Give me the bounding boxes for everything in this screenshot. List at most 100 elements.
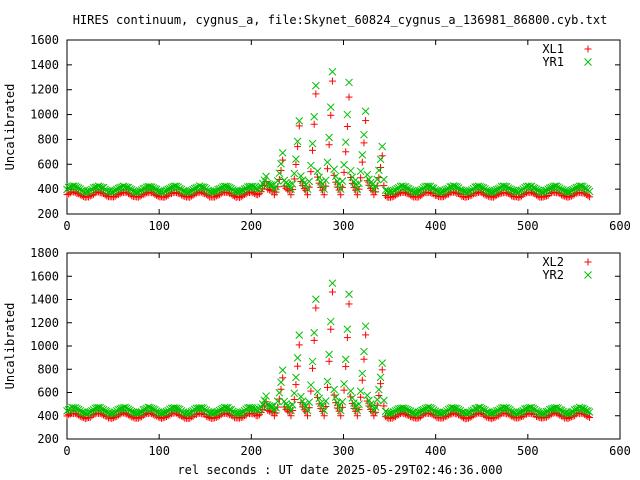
y-tick-label: 400 bbox=[37, 409, 59, 423]
data-point-yr1 bbox=[371, 182, 380, 190]
data-point-yr1 bbox=[320, 185, 328, 193]
data-point-yr1 bbox=[310, 112, 319, 121]
data-point-yr2 bbox=[378, 359, 387, 367]
x-tick-label: 400 bbox=[425, 444, 447, 458]
data-point-yr2 bbox=[302, 402, 310, 411]
data-point-yr1 bbox=[499, 182, 508, 191]
data-point-yr1 bbox=[328, 67, 337, 76]
data-point-yr2 bbox=[343, 325, 352, 334]
x-tick-label: 300 bbox=[333, 444, 355, 458]
data-point-xl1 bbox=[312, 90, 320, 98]
data-point-yr1 bbox=[313, 167, 322, 175]
data-point-yr2 bbox=[380, 396, 388, 405]
top-y-axis-label: Uncalibrated bbox=[3, 84, 17, 171]
data-point-xl1 bbox=[290, 175, 298, 183]
data-point-yr1 bbox=[252, 184, 260, 193]
data-point-yr1 bbox=[144, 182, 153, 191]
x-tick-label: 500 bbox=[517, 444, 539, 458]
y-tick-label: 1000 bbox=[30, 108, 59, 122]
data-point-xl2 bbox=[307, 387, 315, 395]
data-point-yr1 bbox=[318, 180, 327, 189]
data-point-yr1 bbox=[290, 169, 299, 178]
data-point-xl1 bbox=[247, 188, 255, 196]
data-point-xl2 bbox=[295, 341, 303, 349]
x-tick-label: 300 bbox=[333, 219, 355, 233]
data-point-yr1 bbox=[338, 177, 347, 185]
data-point-xl2 bbox=[388, 414, 396, 422]
data-point-xl1 bbox=[372, 188, 380, 196]
chart-title: HIRES continuum, cygnus_a, file:Skynet_6… bbox=[73, 13, 608, 27]
data-point-yr1 bbox=[423, 182, 431, 191]
data-point-xl1 bbox=[294, 143, 302, 151]
data-point-yr1 bbox=[106, 187, 114, 196]
x-tick-label: 200 bbox=[240, 219, 262, 233]
data-point-yr1 bbox=[336, 185, 345, 193]
data-point-xl1 bbox=[340, 168, 348, 176]
data-point-yr1 bbox=[262, 172, 270, 181]
data-point-yr2 bbox=[384, 409, 393, 418]
y-tick-label: 200 bbox=[37, 432, 59, 446]
data-point-yr1 bbox=[406, 186, 415, 194]
data-point-yr2 bbox=[277, 378, 285, 387]
legend-label-yr1: YR1 bbox=[542, 55, 564, 69]
data-point-yr2 bbox=[360, 347, 368, 356]
data-point-yr2 bbox=[504, 405, 513, 413]
data-point-xl2 bbox=[337, 412, 345, 420]
data-point-yr2 bbox=[323, 377, 332, 386]
data-point-yr2 bbox=[303, 406, 312, 415]
data-point-yr2 bbox=[292, 373, 300, 382]
legend-marker-yr2 bbox=[584, 271, 592, 279]
data-point-yr1 bbox=[384, 187, 393, 196]
data-point-yr2 bbox=[182, 408, 191, 417]
y-tick-label: 1200 bbox=[30, 83, 59, 97]
data-point-yr2 bbox=[187, 407, 196, 416]
data-point-xl1 bbox=[508, 192, 516, 200]
data-point-yr2 bbox=[326, 317, 335, 326]
y-tick-label: 1800 bbox=[30, 246, 59, 260]
data-point-yr1 bbox=[353, 185, 362, 193]
data-point-xl1 bbox=[345, 93, 353, 101]
data-point-yr2 bbox=[479, 405, 488, 414]
data-point-yr1 bbox=[157, 187, 166, 196]
data-point-yr1 bbox=[575, 182, 584, 191]
x-tick-label: 600 bbox=[609, 444, 631, 458]
data-point-yr2 bbox=[355, 400, 363, 409]
data-point-xl1 bbox=[116, 190, 124, 198]
data-point-xl1 bbox=[277, 166, 285, 174]
data-point-yr1 bbox=[293, 137, 302, 146]
data-point-yr1 bbox=[552, 182, 561, 190]
data-point-yr1 bbox=[378, 142, 387, 151]
data-point-yr2 bbox=[345, 290, 353, 299]
data-point-yr2 bbox=[297, 392, 305, 401]
data-point-xl1 bbox=[128, 192, 136, 200]
data-point-xl2 bbox=[320, 412, 328, 420]
data-point-yr2 bbox=[340, 380, 348, 388]
data-point-yr1 bbox=[278, 149, 287, 157]
data-point-xl1 bbox=[212, 192, 220, 200]
data-point-yr2 bbox=[336, 406, 345, 415]
y-tick-label: 1000 bbox=[30, 339, 59, 353]
y-tick-label: 1400 bbox=[30, 58, 59, 72]
data-point-yr1 bbox=[292, 155, 300, 163]
data-point-xl2 bbox=[325, 357, 333, 365]
data-point-yr2 bbox=[68, 403, 76, 412]
legend-label-xl1: XL1 bbox=[542, 42, 564, 56]
data-point-xl2 bbox=[380, 402, 388, 410]
data-point-yr2 bbox=[398, 404, 406, 413]
data-point-xl2 bbox=[309, 364, 317, 372]
data-point-yr2 bbox=[550, 404, 559, 413]
data-point-xl1 bbox=[360, 139, 368, 147]
data-point-yr2 bbox=[278, 366, 287, 374]
legend-label-xl2: XL2 bbox=[542, 255, 564, 269]
data-point-xl1 bbox=[328, 77, 336, 85]
legend-marker-xl1 bbox=[584, 45, 592, 53]
data-point-yr1 bbox=[340, 160, 348, 169]
data-point-xl2 bbox=[294, 362, 302, 370]
data-point-xl2 bbox=[491, 414, 499, 422]
x-tick-label: 0 bbox=[63, 444, 70, 458]
data-point-yr1 bbox=[321, 176, 330, 185]
data-point-yr1 bbox=[275, 169, 284, 178]
data-point-yr1 bbox=[380, 175, 388, 184]
y-tick-label: 1600 bbox=[30, 33, 59, 47]
